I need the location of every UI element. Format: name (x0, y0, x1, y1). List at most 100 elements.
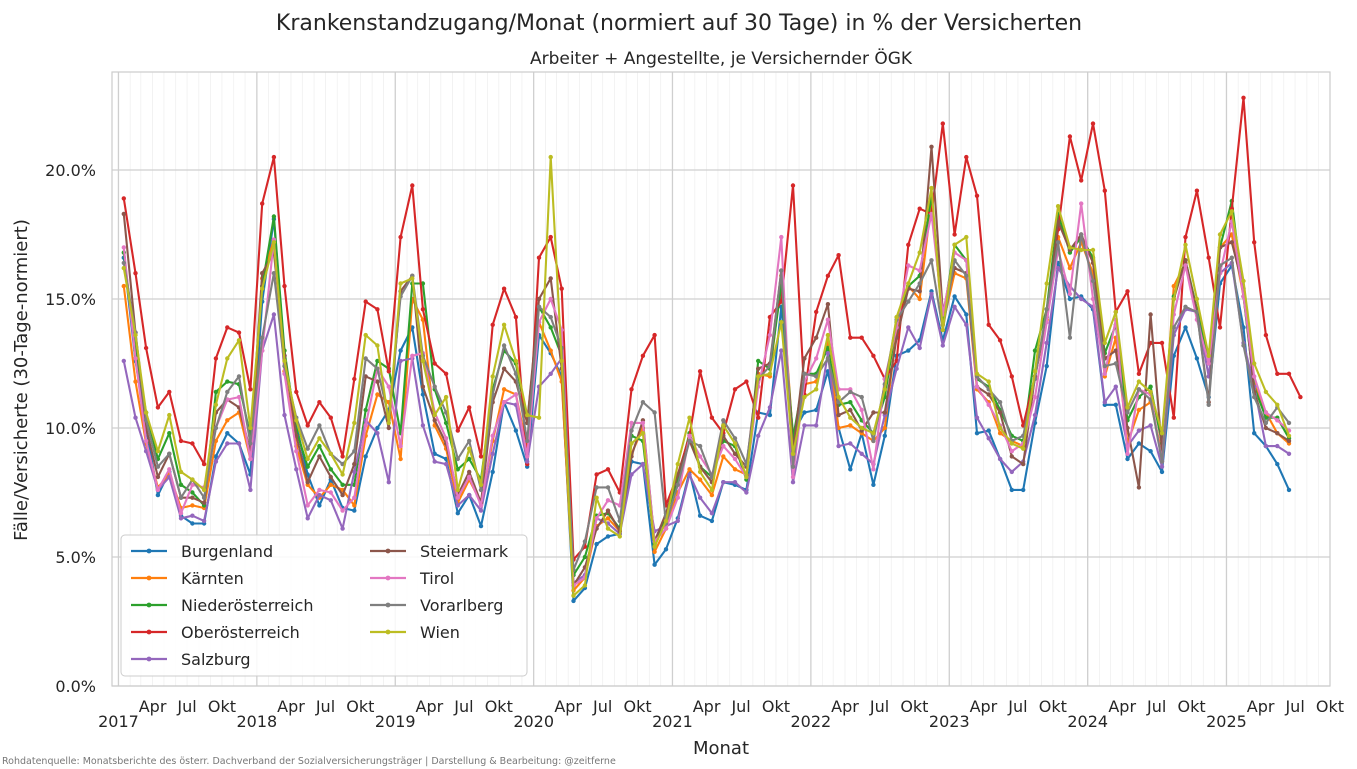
data-point (663, 526, 669, 531)
data-point (1125, 410, 1130, 415)
data-point (260, 271, 265, 276)
data-point (640, 400, 646, 405)
data-point (190, 441, 195, 446)
data-point (282, 412, 287, 418)
data-point (178, 516, 184, 521)
data-point (260, 335, 265, 340)
data-point (814, 407, 819, 413)
data-point (467, 492, 472, 498)
x-year-tick-label: 2021 (652, 712, 693, 731)
data-point (225, 431, 230, 436)
data-point (629, 387, 634, 392)
data-point (121, 245, 127, 250)
data-point (236, 441, 242, 446)
data-point (1090, 121, 1096, 126)
data-point (790, 480, 796, 485)
data-point (687, 433, 692, 438)
data-point (467, 474, 472, 480)
x-year-tick-label: 2023 (929, 712, 970, 731)
data-point (328, 467, 333, 472)
data-point (305, 516, 310, 521)
data-point (375, 379, 380, 384)
x-month-tick-label: Jul (730, 697, 750, 716)
data-point (525, 438, 530, 444)
data-point (1159, 469, 1165, 475)
data-point (420, 392, 426, 397)
data-point (756, 366, 761, 371)
data-point (1171, 415, 1177, 420)
data-point (871, 467, 876, 472)
data-point (814, 335, 819, 340)
data-point (1067, 245, 1073, 250)
x-year-tick-label: 2024 (1067, 712, 1108, 731)
data-point (952, 232, 957, 237)
data-point (1183, 325, 1188, 330)
data-point (1252, 361, 1257, 366)
data-point (675, 518, 680, 524)
data-point (190, 521, 195, 526)
data-point (687, 472, 692, 477)
data-point (940, 327, 945, 333)
data-point (974, 384, 980, 389)
data-point (1113, 348, 1119, 353)
data-point (363, 332, 368, 338)
data-point (779, 234, 784, 240)
data-point (790, 451, 796, 456)
data-point (548, 276, 553, 281)
data-point (248, 487, 253, 493)
data-point (501, 366, 507, 371)
data-point (143, 410, 149, 415)
data-point (756, 374, 761, 379)
data-point (709, 415, 715, 420)
data-point (1183, 242, 1188, 247)
data-point (1263, 443, 1269, 449)
data-point (328, 482, 333, 487)
data-point (986, 379, 991, 384)
data-point (871, 353, 876, 358)
x-month-tick-label: Okt (1178, 697, 1206, 716)
data-point (340, 526, 345, 531)
data-point (802, 371, 807, 376)
x-month-tick-label: Apr (693, 697, 721, 716)
data-point (1241, 343, 1246, 348)
data-point (1148, 423, 1153, 428)
legend-label: Kärnten (181, 569, 244, 588)
data-point (398, 456, 403, 462)
data-point (917, 345, 922, 351)
data-point (1275, 443, 1280, 449)
x-year-tick-label: 2018 (236, 712, 277, 731)
data-point (1125, 451, 1130, 456)
data-point (629, 420, 634, 426)
data-point (1136, 428, 1142, 433)
data-point (917, 281, 922, 286)
data-point (548, 348, 553, 353)
data-point (663, 547, 669, 552)
data-point (640, 461, 646, 467)
legend-label: Oberösterreich (181, 623, 300, 642)
data-point (605, 508, 611, 513)
data-point (352, 376, 357, 382)
data-point (1136, 379, 1142, 384)
data-point (825, 273, 831, 278)
data-point (1079, 232, 1084, 237)
data-point (675, 482, 680, 487)
data-point (1125, 405, 1130, 410)
legend: Burgenland Kärnten Niederösterreich Oberöst… (120, 534, 528, 677)
data-point (1241, 278, 1246, 284)
data-point (964, 234, 969, 240)
data-point (121, 283, 127, 289)
data-point (964, 312, 969, 317)
data-point (375, 343, 380, 348)
data-point (317, 487, 322, 493)
data-point (836, 443, 841, 449)
data-point (317, 454, 322, 459)
data-point (167, 451, 172, 456)
data-point (1206, 402, 1211, 407)
data-point (940, 343, 945, 348)
data-point (225, 325, 230, 330)
data-point (559, 286, 564, 291)
data-point (328, 490, 333, 495)
legend-marker (146, 629, 152, 635)
data-point (525, 454, 530, 459)
x-month-tick-label: Jul (315, 697, 335, 716)
